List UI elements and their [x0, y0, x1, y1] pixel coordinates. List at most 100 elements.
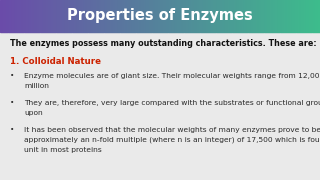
- Polygon shape: [212, 0, 213, 31]
- Polygon shape: [7, 0, 9, 31]
- Polygon shape: [260, 0, 261, 31]
- Polygon shape: [6, 0, 7, 31]
- Polygon shape: [65, 0, 66, 31]
- Polygon shape: [86, 0, 87, 31]
- Polygon shape: [250, 0, 251, 31]
- Text: million: million: [24, 83, 49, 89]
- Polygon shape: [203, 0, 204, 31]
- Polygon shape: [215, 0, 217, 31]
- Polygon shape: [84, 0, 85, 31]
- Polygon shape: [90, 0, 91, 31]
- Polygon shape: [297, 0, 298, 31]
- Polygon shape: [263, 0, 265, 31]
- Polygon shape: [256, 0, 257, 31]
- Polygon shape: [268, 0, 269, 31]
- Polygon shape: [70, 0, 71, 31]
- Polygon shape: [45, 0, 46, 31]
- Polygon shape: [147, 0, 148, 31]
- Polygon shape: [94, 0, 95, 31]
- Polygon shape: [276, 0, 277, 31]
- Polygon shape: [159, 0, 160, 31]
- Polygon shape: [32, 0, 33, 31]
- Polygon shape: [195, 0, 196, 31]
- Text: unit in most proteins: unit in most proteins: [24, 147, 102, 153]
- Polygon shape: [18, 0, 19, 31]
- Polygon shape: [82, 0, 83, 31]
- Polygon shape: [185, 0, 186, 31]
- Polygon shape: [283, 0, 284, 31]
- Polygon shape: [98, 0, 99, 31]
- Polygon shape: [113, 0, 114, 31]
- Polygon shape: [17, 0, 18, 31]
- Polygon shape: [75, 0, 76, 31]
- Polygon shape: [257, 0, 258, 31]
- Polygon shape: [278, 0, 279, 31]
- Polygon shape: [13, 0, 14, 31]
- Polygon shape: [126, 0, 127, 31]
- Polygon shape: [3, 0, 4, 31]
- Polygon shape: [83, 0, 84, 31]
- Polygon shape: [143, 0, 144, 31]
- Text: upon: upon: [24, 110, 43, 116]
- Polygon shape: [33, 0, 34, 31]
- Polygon shape: [158, 0, 159, 31]
- Polygon shape: [80, 0, 81, 31]
- Polygon shape: [110, 0, 111, 31]
- Polygon shape: [262, 0, 263, 31]
- Text: It has been observed that the molecular weights of many enzymes prove to be: It has been observed that the molecular …: [24, 127, 320, 133]
- Polygon shape: [95, 0, 96, 31]
- Polygon shape: [10, 0, 11, 31]
- Polygon shape: [208, 0, 209, 31]
- Polygon shape: [164, 0, 165, 31]
- Polygon shape: [43, 0, 44, 31]
- Polygon shape: [176, 0, 177, 31]
- Polygon shape: [148, 0, 149, 31]
- Polygon shape: [63, 0, 64, 31]
- Polygon shape: [241, 0, 242, 31]
- Polygon shape: [128, 0, 129, 31]
- Polygon shape: [78, 0, 79, 31]
- Polygon shape: [14, 0, 15, 31]
- Polygon shape: [68, 0, 69, 31]
- Polygon shape: [39, 0, 41, 31]
- Polygon shape: [123, 0, 124, 31]
- Polygon shape: [89, 0, 90, 31]
- Polygon shape: [92, 0, 93, 31]
- Polygon shape: [11, 0, 12, 31]
- Polygon shape: [255, 0, 256, 31]
- Polygon shape: [150, 0, 151, 31]
- Polygon shape: [138, 0, 139, 31]
- Polygon shape: [28, 0, 29, 31]
- Polygon shape: [22, 0, 23, 31]
- Polygon shape: [81, 0, 82, 31]
- Polygon shape: [289, 0, 290, 31]
- Polygon shape: [303, 0, 304, 31]
- Polygon shape: [106, 0, 107, 31]
- Polygon shape: [91, 0, 92, 31]
- Polygon shape: [293, 0, 294, 31]
- Polygon shape: [115, 0, 116, 31]
- Polygon shape: [187, 0, 188, 31]
- Polygon shape: [127, 0, 128, 31]
- Polygon shape: [134, 0, 135, 31]
- Polygon shape: [173, 0, 174, 31]
- Polygon shape: [190, 0, 191, 31]
- Polygon shape: [251, 0, 252, 31]
- Polygon shape: [245, 0, 246, 31]
- Polygon shape: [267, 0, 268, 31]
- Polygon shape: [227, 0, 228, 31]
- Polygon shape: [111, 0, 112, 31]
- Polygon shape: [155, 0, 156, 31]
- Polygon shape: [305, 0, 306, 31]
- Polygon shape: [97, 0, 98, 31]
- Polygon shape: [29, 0, 30, 31]
- Polygon shape: [131, 0, 132, 31]
- Polygon shape: [239, 0, 240, 31]
- Text: Properties of Enzymes: Properties of Enzymes: [67, 8, 253, 23]
- Polygon shape: [122, 0, 123, 31]
- Polygon shape: [37, 0, 38, 31]
- Polygon shape: [214, 0, 215, 31]
- Polygon shape: [58, 0, 59, 31]
- Polygon shape: [114, 0, 115, 31]
- Polygon shape: [249, 0, 250, 31]
